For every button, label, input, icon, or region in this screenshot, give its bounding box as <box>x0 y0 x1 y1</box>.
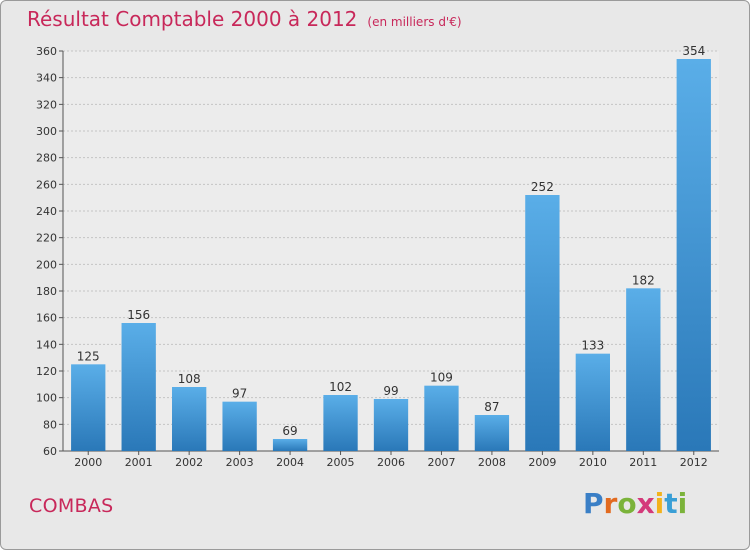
x-tick-label: 2010 <box>579 456 607 469</box>
y-tick-label: 180 <box>36 285 57 298</box>
data-label: 252 <box>531 180 554 194</box>
logo-letter: i <box>677 487 688 520</box>
bar <box>373 399 409 451</box>
x-tick-label: 2001 <box>125 456 153 469</box>
logo-letter: t <box>664 487 678 520</box>
chart-subtitle: (en milliers d'€) <box>367 15 462 29</box>
data-label: 125 <box>77 349 100 363</box>
y-tick-label: 160 <box>36 312 57 325</box>
grid-lines <box>63 50 719 452</box>
x-tick-label: 2003 <box>226 456 254 469</box>
logo-letter: i <box>654 487 665 520</box>
bar <box>575 353 611 451</box>
x-tick-label: 2006 <box>377 456 405 469</box>
y-tick-label: 60 <box>43 445 57 458</box>
y-tick-label: 140 <box>36 338 57 351</box>
bar <box>323 395 358 451</box>
data-label: 97 <box>232 387 247 401</box>
bar <box>626 288 661 451</box>
bar <box>474 415 510 451</box>
x-tick-label: 2000 <box>74 456 102 469</box>
y-tick-label: 340 <box>36 72 57 85</box>
y-tick-label: 320 <box>36 98 57 111</box>
y-tick-label: 260 <box>36 178 57 191</box>
y-tick-label: 80 <box>43 418 57 431</box>
x-tick-label: 2007 <box>427 456 455 469</box>
data-label: 99 <box>383 384 398 398</box>
y-tick-label: 240 <box>36 205 57 218</box>
bar <box>222 401 257 451</box>
bar <box>71 364 106 451</box>
y-tick-label: 360 <box>36 45 57 58</box>
place-name: COMBAS <box>29 495 114 517</box>
data-label: 182 <box>632 273 655 287</box>
logo-letter: x <box>636 487 655 520</box>
bars: 125 156 108 97 69 102 99 109 87 252 133 182 354 <box>71 44 711 451</box>
y-tick-label: 200 <box>36 258 57 271</box>
bar <box>121 323 156 451</box>
bar <box>525 195 560 451</box>
y-tick-label: 220 <box>36 232 57 245</box>
data-label: 69 <box>282 424 297 438</box>
data-label: 109 <box>430 371 453 385</box>
chart-title-text: Résultat Comptable 2000 à 2012 <box>27 7 358 31</box>
data-label: 354 <box>682 44 705 58</box>
x-tick-label: 2011 <box>629 456 657 469</box>
y-tick-label: 300 <box>36 125 57 138</box>
axes: 60 80 100 120 140 160 180 200 220 240 260 280 300 320… <box>36 45 719 469</box>
logo-letter: P <box>583 487 604 520</box>
y-tick-label: 280 <box>36 152 57 165</box>
data-label: 133 <box>581 339 604 353</box>
x-tick-label: 2009 <box>528 456 556 469</box>
data-label: 108 <box>178 372 201 386</box>
y-tick-label: 120 <box>36 365 57 378</box>
x-tick-label: 2004 <box>276 456 304 469</box>
logo-letter: o <box>617 487 637 520</box>
x-tick-label: 2005 <box>327 456 355 469</box>
data-label: 156 <box>127 308 150 322</box>
x-tick-label: 2002 <box>175 456 203 469</box>
data-label: 87 <box>484 400 499 414</box>
bar <box>272 439 308 451</box>
bar <box>424 385 459 451</box>
chart-title: Résultat Comptable 2000 à 2012 (en millie… <box>27 7 462 31</box>
x-tick-label: 2008 <box>478 456 506 469</box>
y-tick-label: 100 <box>36 392 57 405</box>
bar <box>676 59 711 451</box>
data-label: 102 <box>329 380 352 394</box>
bar <box>171 387 207 451</box>
x-tick-label: 2012 <box>680 456 708 469</box>
logo-letter: r <box>603 487 618 520</box>
proxiti-logo[interactable]: Proxiti <box>583 487 687 520</box>
